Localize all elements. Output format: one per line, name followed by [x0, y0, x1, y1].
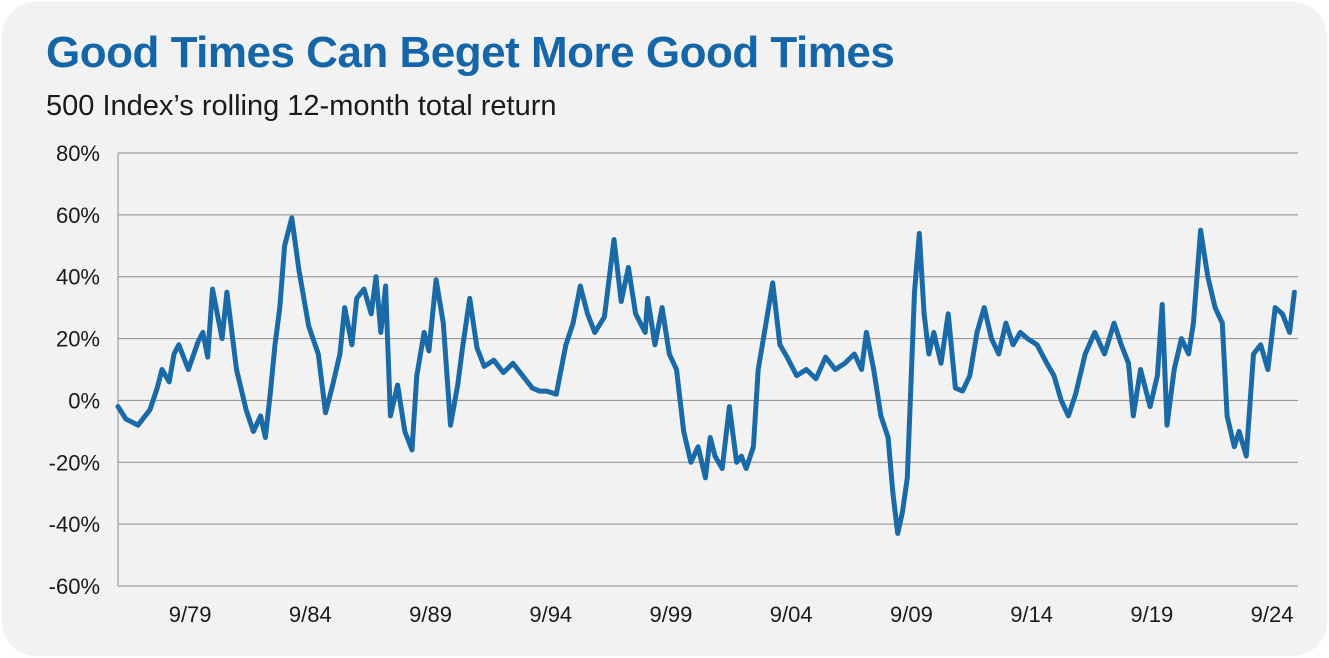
x-tick-label: 9/19: [1130, 602, 1173, 627]
y-tick-label: -40%: [49, 512, 100, 537]
x-axis-ticks: 9/79 9/84 9/89 9/94 9/99 9/04 9/09 9/14 9/19 9/24: [169, 602, 1294, 627]
x-tick-label: 9/94: [529, 602, 572, 627]
chart-title: Good Times Can Beget More Good Times: [46, 28, 895, 77]
y-tick-label: -60%: [49, 574, 100, 599]
x-tick-label: 9/84: [289, 602, 332, 627]
x-tick-label: 9/14: [1010, 602, 1053, 627]
y-tick-label: -20%: [49, 450, 100, 475]
x-tick-label: 9/79: [169, 602, 212, 627]
chart-subtitle: 500 Index’s rolling 12-month total retur…: [46, 90, 557, 122]
x-tick-label: 9/89: [409, 602, 452, 627]
x-tick-label: 9/09: [890, 602, 933, 627]
y-tick-label: 80%: [56, 141, 100, 166]
series-line: [115, 215, 1297, 536]
y-tick-label: 0%: [68, 388, 100, 413]
y-axis-ticks: 80% 60% 40% 20% 0% -20% -40% -60%: [49, 141, 100, 599]
x-tick-label: 9/24: [1251, 602, 1294, 627]
series-group: [115, 215, 1297, 536]
y-tick-label: 40%: [56, 265, 100, 290]
y-tick-label: 60%: [56, 203, 100, 228]
x-tick-label: 9/99: [650, 602, 693, 627]
gridlines: [118, 152, 1298, 587]
x-tick-label: 9/04: [770, 602, 813, 627]
y-tick-label: 20%: [56, 327, 100, 352]
